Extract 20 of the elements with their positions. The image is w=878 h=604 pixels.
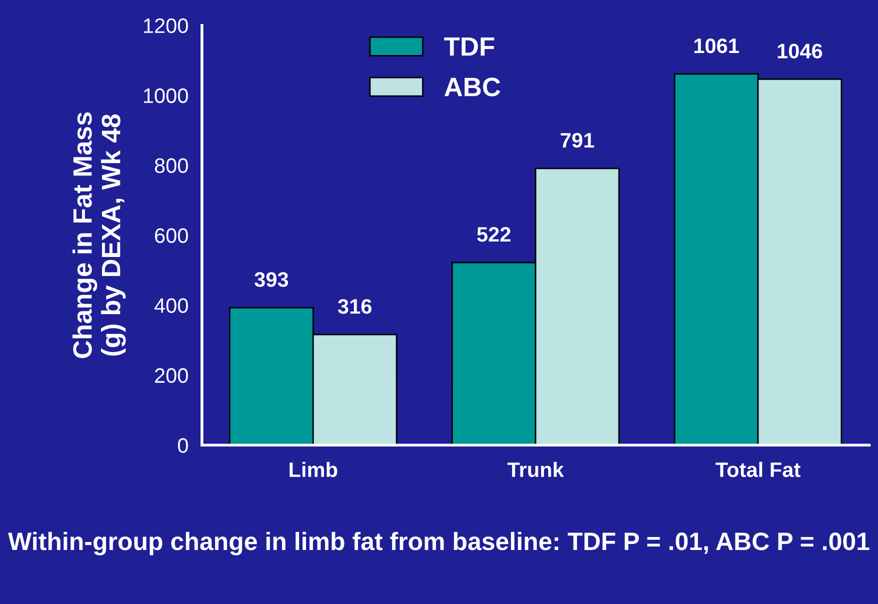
y-axis-title: Change in Fat Mass (g) by DEXA, Wk 48 (72, 112, 126, 358)
x-tick-label: Limb (290, 462, 338, 478)
data-label: 522 (477, 227, 510, 242)
y-tick-label: 200 (155, 368, 188, 383)
y-tick-label: 600 (155, 228, 188, 244)
data-label: 1046 (778, 44, 822, 58)
legend-label: TDF (444, 37, 494, 56)
legend-label: ABC (444, 78, 500, 96)
y-tick-label: 1000 (144, 88, 188, 104)
y-tick-label: 1200 (144, 18, 188, 34)
y-tick-label: 800 (154, 158, 188, 174)
data-label: 1061 (694, 38, 739, 54)
x-tick-label: Total Fat (716, 462, 800, 478)
y-tick-label: 0 (178, 438, 188, 453)
x-tick-label: Trunk (507, 462, 564, 478)
data-label: 316 (338, 299, 372, 314)
text: Within-group change in limb fat from baseline: TDF P = .01, ABC P = .001 (8, 532, 870, 556)
y-tick-label: 400 (154, 298, 188, 313)
data-label: 791 (560, 132, 594, 148)
data-label: 393 (254, 272, 288, 287)
